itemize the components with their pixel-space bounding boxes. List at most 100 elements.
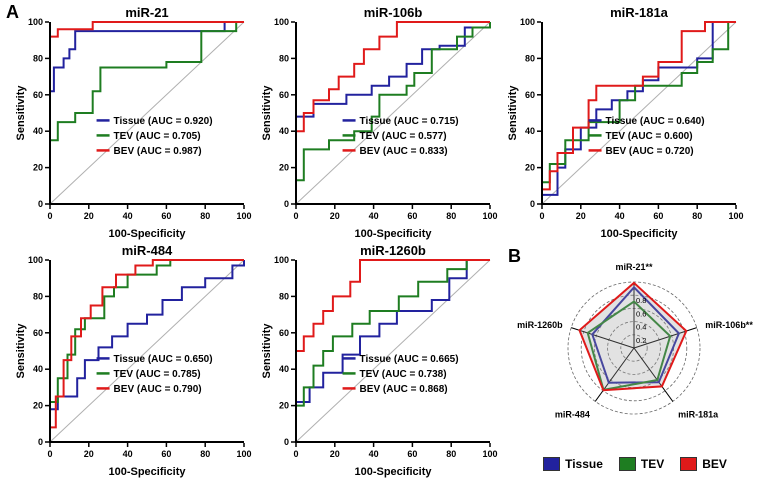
legend-item-tissue: Tissue — [543, 457, 603, 471]
svg-text:100: 100 — [482, 449, 497, 459]
roc-title: miR-106b — [364, 5, 423, 20]
svg-text:0: 0 — [38, 199, 43, 209]
tev-color-swatch — [618, 457, 636, 471]
svg-text:40: 40 — [369, 449, 379, 459]
tissue-color-swatch — [543, 457, 561, 471]
radar-axis-label: miR-484 — [555, 410, 590, 420]
svg-text:100: 100 — [520, 17, 535, 27]
panel-label-b: B — [508, 246, 521, 266]
svg-text:20: 20 — [33, 401, 43, 411]
roc-legend-entry-tissue: Tissue (AUC = 0.640) — [606, 116, 705, 127]
svg-text:0: 0 — [47, 211, 52, 221]
radar-spoke — [571, 327, 635, 349]
svg-text:100: 100 — [28, 255, 43, 265]
roc-row-top: miR-21 0 0 20 20 40 40 60 60 80 80 100 100 100-Specif… — [14, 4, 767, 240]
svg-text:80: 80 — [279, 291, 289, 301]
radar-grid-ring — [580, 294, 688, 402]
roc-legend-entry-tev: TEV (AUC = 0.738) — [360, 369, 447, 380]
svg-text:80: 80 — [33, 291, 43, 301]
svg-text:100: 100 — [274, 17, 289, 27]
roc-legend-entry-bev: BEV (AUC = 0.868) — [360, 384, 448, 395]
svg-text:40: 40 — [123, 211, 133, 221]
svg-text:20: 20 — [84, 449, 94, 459]
svg-text:60: 60 — [653, 211, 663, 221]
roc-curve-bev — [49, 259, 244, 442]
x-axis-label: 100-Specificity — [108, 228, 186, 240]
roc-plot-mir-106b: miR-106b 0 0 20 20 40 40 60 60 80 80 100 100 100-Spec… — [260, 4, 500, 240]
svg-text:20: 20 — [525, 163, 535, 173]
roc-svg: miR-21 00 20 20 40 40 60 60 80 80 100 100 100-Specif… — [15, 5, 252, 240]
radar-axis-label: miR-21** — [615, 262, 653, 272]
roc-legend-entry-tissue: Tissue (AUC = 0.715) — [360, 116, 459, 127]
roc-curve-tev — [295, 22, 491, 204]
bev-color-swatch — [680, 457, 698, 471]
svg-text:0: 0 — [284, 199, 289, 209]
roc-legend-entry-tev: TEV (AUC = 0.600) — [606, 131, 693, 142]
svg-text:60: 60 — [279, 90, 289, 100]
svg-text:80: 80 — [525, 53, 535, 63]
radar-axis-label: miR-181a — [678, 410, 719, 420]
svg-text:40: 40 — [279, 126, 289, 136]
radar-ring-label: 0.8 — [636, 296, 646, 305]
svg-text:60: 60 — [33, 328, 43, 338]
diagonal-reference-line — [49, 21, 245, 205]
roc-svg: miR-1260b 00 20 20 40 40 60 60 80 80 100 100 100-Spe… — [261, 243, 498, 478]
svg-text:0: 0 — [530, 199, 535, 209]
y-axis-label: Sensitivity — [261, 323, 273, 379]
radar-axis-label: miR-1260b — [517, 320, 563, 330]
svg-text:80: 80 — [279, 53, 289, 63]
x-axis-label: 100-Specificity — [354, 466, 432, 478]
svg-text:40: 40 — [123, 449, 133, 459]
diagonal-reference-line — [295, 259, 491, 443]
svg-text:0: 0 — [293, 211, 298, 221]
roc-legend-entry-tissue: Tissue (AUC = 0.920) — [114, 116, 213, 127]
svg-text:20: 20 — [330, 211, 340, 221]
radar-ring-label: 0.2 — [636, 336, 646, 345]
svg-text:40: 40 — [369, 211, 379, 221]
svg-text:60: 60 — [279, 328, 289, 338]
svg-text:100: 100 — [28, 17, 43, 27]
svg-text:40: 40 — [279, 364, 289, 374]
svg-text:80: 80 — [446, 449, 456, 459]
roc-curve-bev — [295, 259, 490, 442]
diagonal-reference-line — [49, 259, 245, 443]
roc-legend-entry-tev: TEV (AUC = 0.705) — [114, 131, 201, 142]
roc-svg: miR-106b 00 20 20 40 40 60 60 80 80 100 100 100-Spec… — [261, 5, 498, 240]
svg-text:80: 80 — [200, 449, 210, 459]
roc-curve-tissue — [49, 260, 245, 442]
svg-text:20: 20 — [330, 449, 340, 459]
roc-curve-tev — [295, 259, 490, 442]
radar-series-tev — [586, 300, 672, 392]
roc-curve-tev — [49, 259, 244, 442]
svg-text:100: 100 — [236, 449, 251, 459]
legend-label-bev: BEV — [702, 457, 727, 471]
panel-label-a: A — [6, 2, 19, 22]
svg-text:20: 20 — [33, 163, 43, 173]
svg-text:0: 0 — [293, 449, 298, 459]
svg-text:20: 20 — [279, 163, 289, 173]
svg-text:40: 40 — [33, 126, 43, 136]
svg-text:20: 20 — [84, 211, 94, 221]
roc-legend-entry-bev: BEV (AUC = 0.833) — [360, 146, 448, 157]
roc-curve-tev — [49, 21, 244, 204]
svg-text:20: 20 — [279, 401, 289, 411]
radar-ring-label: 0.6 — [636, 309, 646, 318]
svg-text:80: 80 — [200, 211, 210, 221]
svg-text:0: 0 — [47, 449, 52, 459]
svg-text:80: 80 — [33, 53, 43, 63]
x-axis-label: 100-Specificity — [600, 228, 678, 240]
roc-plot-mir-1260b: miR-1260b 0 0 20 20 40 40 60 60 80 80 100 100 100-Spe… — [260, 242, 500, 478]
roc-legend-entry-bev: BEV (AUC = 0.790) — [114, 384, 202, 395]
roc-legend-entry-tev: TEV (AUC = 0.577) — [360, 131, 447, 142]
roc-curve-tissue — [295, 22, 491, 204]
svg-text:100: 100 — [274, 255, 289, 265]
svg-text:80: 80 — [446, 211, 456, 221]
svg-text:60: 60 — [407, 211, 417, 221]
roc-svg: miR-181a 00 20 20 40 40 60 60 80 80 100 100 100-Spec… — [507, 5, 744, 240]
diagonal-reference-line — [541, 21, 737, 205]
svg-text:20: 20 — [576, 211, 586, 221]
svg-text:100: 100 — [728, 211, 743, 221]
radar-spoke — [594, 347, 635, 402]
roc-curve-tev — [541, 21, 736, 204]
